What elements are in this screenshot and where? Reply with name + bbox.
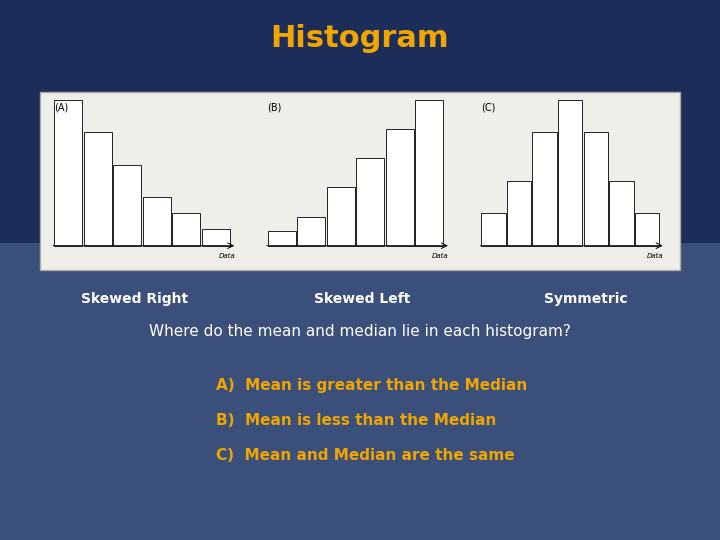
Bar <box>143 197 171 246</box>
Text: Skewed Left: Skewed Left <box>314 292 410 306</box>
Bar <box>268 231 296 246</box>
Bar <box>507 181 531 246</box>
Bar <box>481 213 505 246</box>
Bar <box>0 243 720 540</box>
Text: Symmetric: Symmetric <box>544 292 628 306</box>
Bar <box>558 100 582 246</box>
Text: A)  Mean is greater than the Median: A) Mean is greater than the Median <box>216 378 527 393</box>
Bar <box>356 158 384 246</box>
Bar <box>40 92 680 270</box>
Bar <box>84 132 112 246</box>
Text: Data: Data <box>432 253 449 259</box>
Text: Histogram: Histogram <box>271 24 449 53</box>
Text: (A): (A) <box>54 103 68 113</box>
Bar <box>172 213 200 246</box>
Bar <box>202 230 230 246</box>
Bar <box>584 132 608 246</box>
Text: Skewed Right: Skewed Right <box>81 292 188 306</box>
Text: (C): (C) <box>481 103 495 113</box>
Bar <box>415 100 444 246</box>
Text: B)  Mean is less than the Median: B) Mean is less than the Median <box>216 413 496 428</box>
Bar <box>327 187 355 246</box>
Text: Data: Data <box>218 253 235 259</box>
Text: Where do the mean and median lie in each histogram?: Where do the mean and median lie in each… <box>149 324 571 339</box>
Text: C)  Mean and Median are the same: C) Mean and Median are the same <box>216 448 515 463</box>
Bar <box>532 132 557 246</box>
Text: (B): (B) <box>268 103 282 113</box>
Bar <box>113 165 141 246</box>
Bar <box>386 129 414 246</box>
Bar <box>635 213 659 246</box>
Bar <box>297 217 325 246</box>
Bar <box>54 100 82 246</box>
Text: Data: Data <box>647 253 663 259</box>
Bar <box>609 181 634 246</box>
